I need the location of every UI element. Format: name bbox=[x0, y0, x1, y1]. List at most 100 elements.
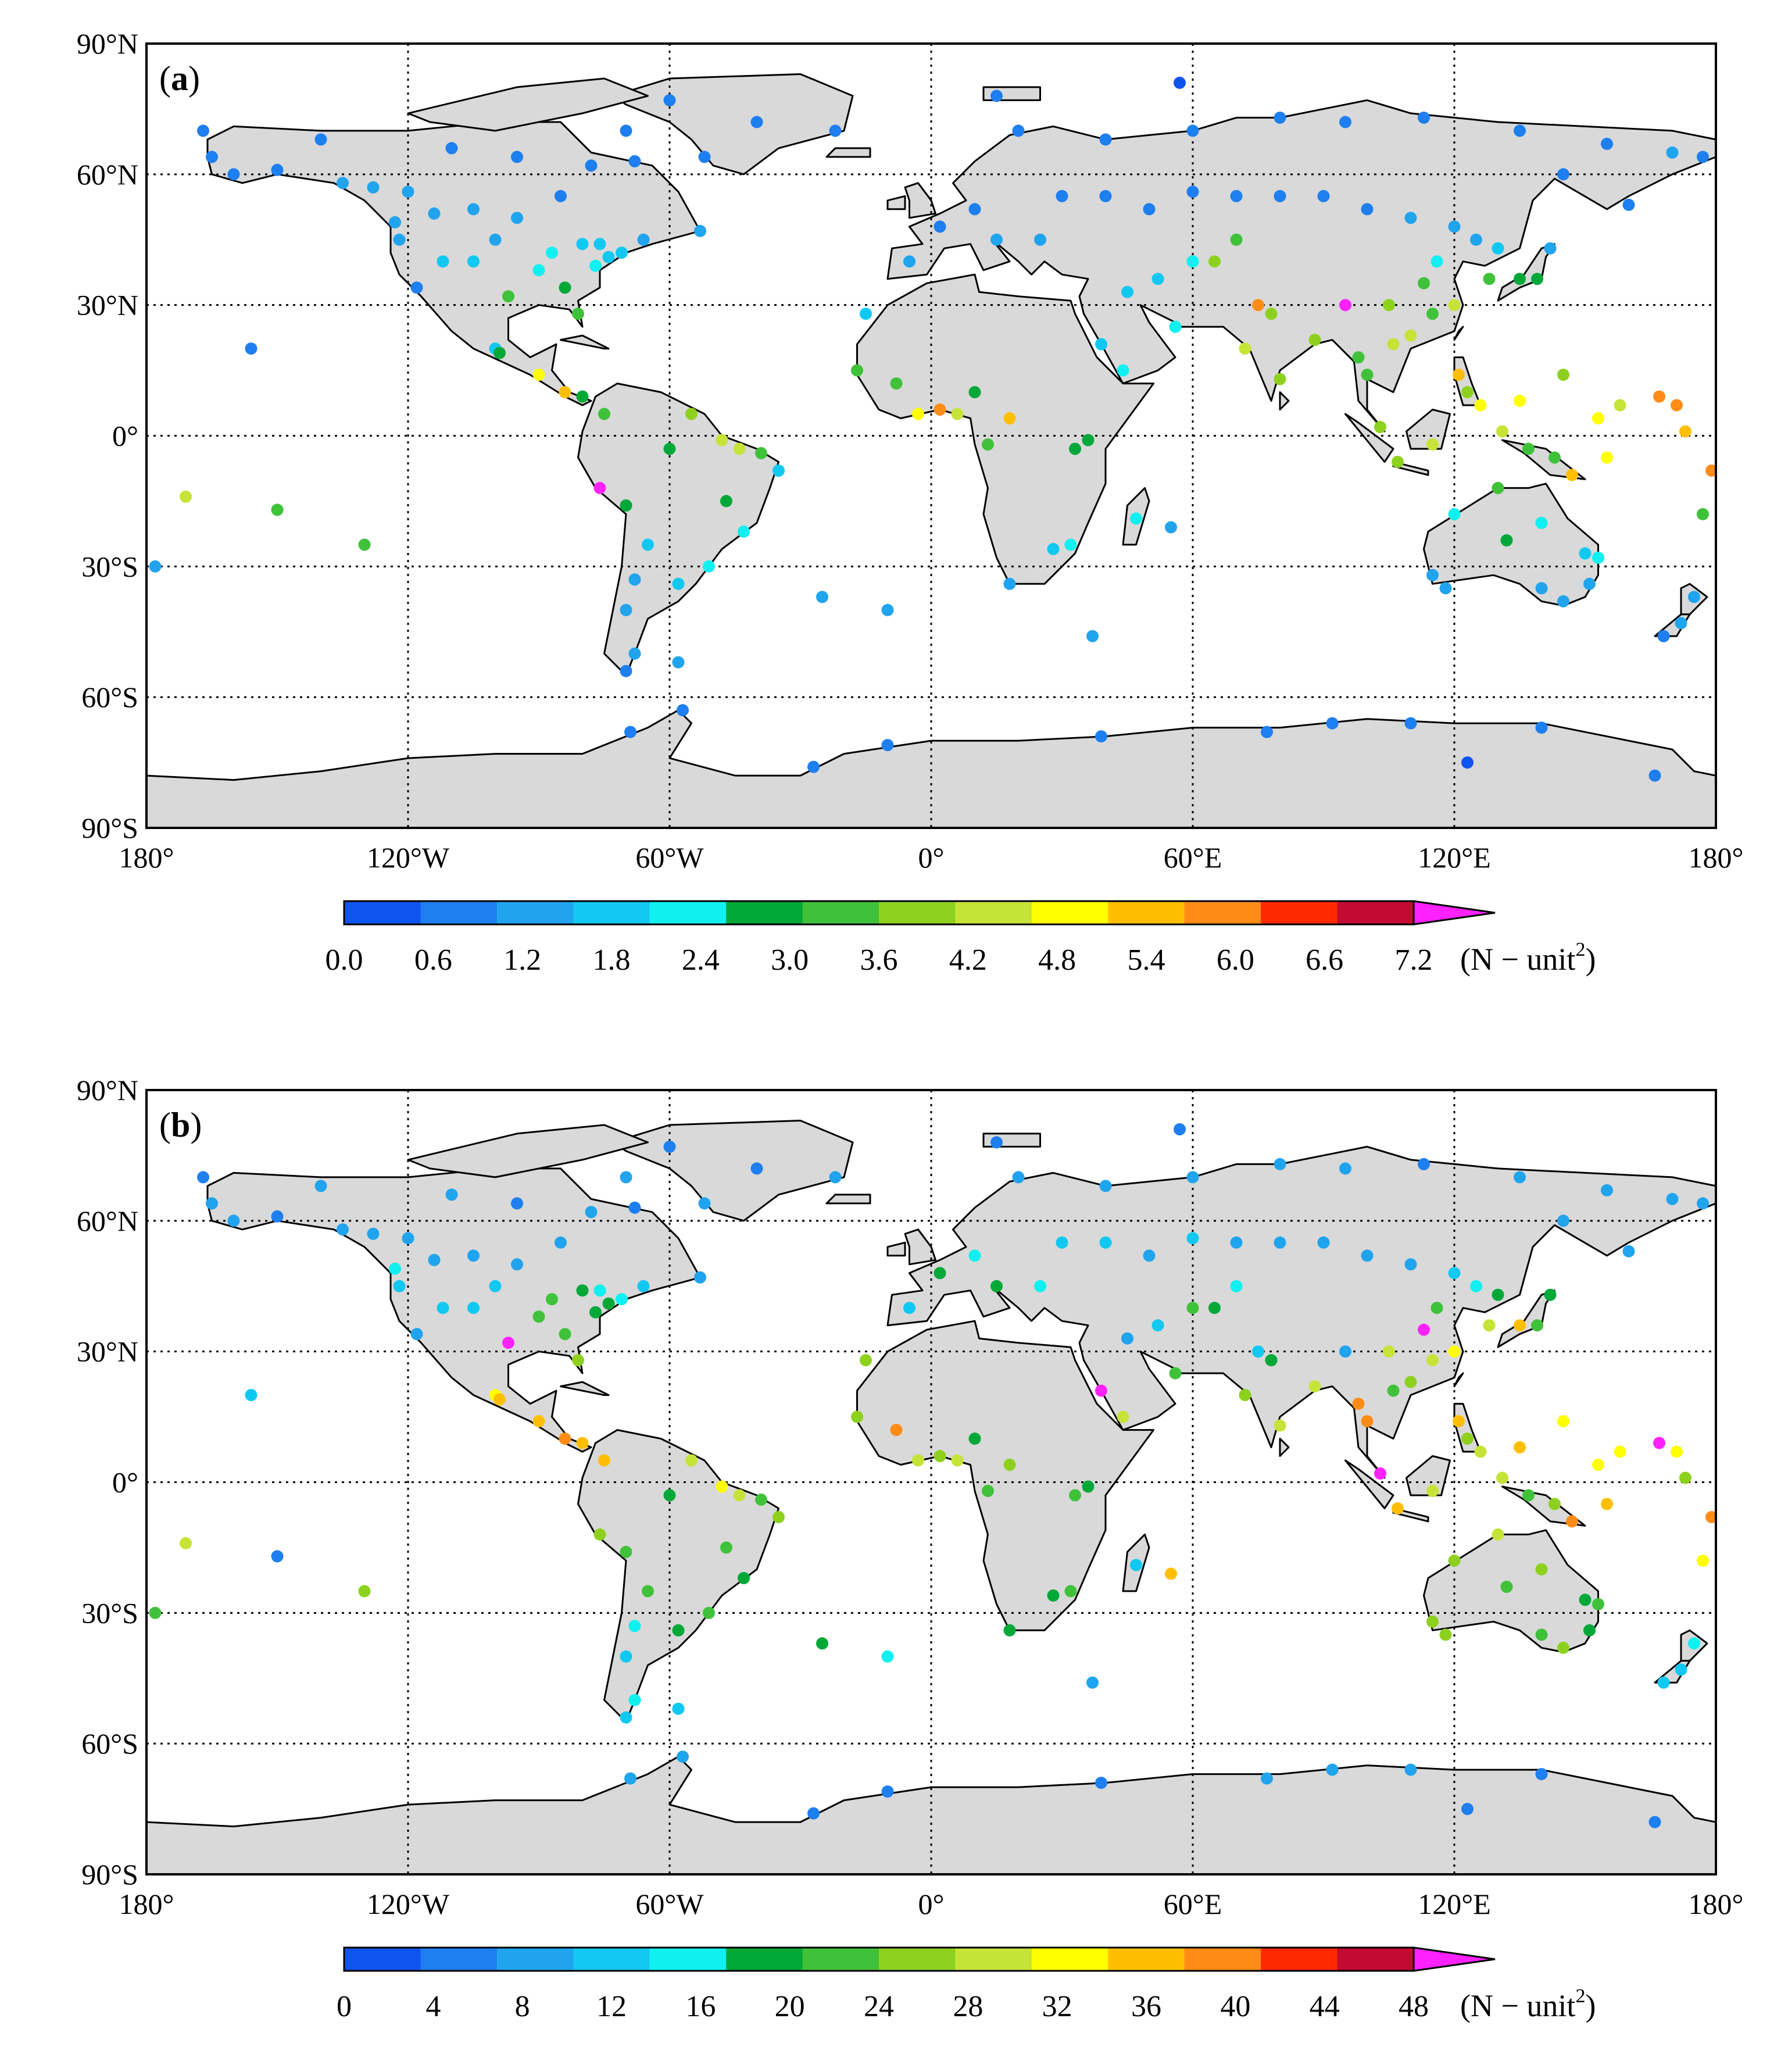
station-point bbox=[685, 1454, 698, 1467]
station-point bbox=[1657, 1676, 1670, 1689]
station-point bbox=[990, 1136, 1003, 1149]
colorbar-segment bbox=[420, 901, 498, 924]
station-point bbox=[1130, 1559, 1142, 1571]
station-point bbox=[1308, 1380, 1321, 1393]
station-point bbox=[532, 369, 545, 381]
colorbar-segment bbox=[879, 1948, 956, 1971]
station-point bbox=[1426, 1485, 1439, 1497]
station-point bbox=[559, 1432, 571, 1445]
station-point bbox=[672, 1702, 685, 1715]
station-point bbox=[624, 726, 636, 738]
station-point bbox=[881, 603, 894, 616]
station-point bbox=[982, 438, 994, 451]
lat-tick-label: 0° bbox=[112, 420, 138, 452]
colorbar-tick-label: 0.6 bbox=[414, 944, 452, 977]
station-point bbox=[502, 1337, 514, 1349]
station-point bbox=[1418, 111, 1430, 124]
station-point bbox=[1500, 534, 1513, 546]
station-point bbox=[428, 207, 441, 220]
station-point bbox=[197, 1171, 209, 1184]
station-point bbox=[773, 1511, 785, 1523]
colorbar-segment bbox=[649, 1948, 727, 1971]
station-point bbox=[1265, 308, 1278, 320]
station-point bbox=[750, 116, 763, 128]
colorbar-segment bbox=[1184, 1948, 1261, 1971]
station-point bbox=[881, 1785, 894, 1798]
station-point bbox=[968, 386, 981, 399]
station-point bbox=[881, 1650, 894, 1663]
lat-tick-label: 90°N bbox=[77, 1074, 138, 1106]
colorbar-tick-label: 4.8 bbox=[1038, 944, 1076, 977]
station-point bbox=[227, 168, 240, 181]
station-point bbox=[197, 124, 209, 137]
station-point bbox=[1492, 1528, 1504, 1541]
station-point bbox=[1705, 1511, 1716, 1523]
station-point bbox=[1151, 273, 1164, 285]
station-point bbox=[149, 1606, 162, 1619]
station-point bbox=[1592, 412, 1604, 424]
station-point bbox=[589, 1306, 602, 1319]
station-point bbox=[1130, 512, 1142, 525]
station-point bbox=[1697, 1197, 1709, 1210]
station-point bbox=[1121, 285, 1133, 298]
station-point bbox=[1274, 1236, 1286, 1249]
station-point bbox=[1522, 442, 1535, 455]
land-polygon bbox=[1497, 1289, 1555, 1348]
station-point bbox=[1274, 373, 1286, 385]
station-point bbox=[968, 203, 981, 216]
station-point bbox=[1003, 1624, 1016, 1637]
colorbar-segment bbox=[1261, 1948, 1338, 1971]
station-point bbox=[1492, 1288, 1504, 1301]
station-point bbox=[716, 434, 728, 446]
station-point bbox=[628, 647, 641, 660]
station-point bbox=[1230, 233, 1243, 246]
station-point bbox=[1492, 242, 1504, 255]
colorbar-segment bbox=[1031, 1948, 1108, 1971]
station-point bbox=[1548, 1498, 1561, 1510]
colorbar-unit-label: (N − unit2) bbox=[1460, 1985, 1596, 2023]
land-polygon bbox=[886, 1145, 1716, 1479]
colorbar-segment bbox=[496, 1948, 574, 1971]
colorbar-segment bbox=[496, 901, 574, 924]
station-point bbox=[1461, 1803, 1474, 1816]
station-point bbox=[628, 1620, 641, 1632]
colorbar-tick-label: 20 bbox=[775, 1990, 805, 2023]
station-point bbox=[1012, 1171, 1025, 1184]
station-point bbox=[1671, 1445, 1683, 1458]
station-point bbox=[1671, 399, 1683, 412]
station-point bbox=[1034, 1280, 1046, 1292]
colorbar-segment bbox=[1337, 1948, 1414, 1971]
station-point bbox=[620, 499, 632, 512]
station-point bbox=[1448, 1345, 1461, 1358]
station-point bbox=[576, 238, 589, 251]
station-point bbox=[1583, 1624, 1596, 1637]
station-point bbox=[628, 155, 641, 167]
station-point bbox=[1012, 124, 1025, 137]
station-point bbox=[1566, 469, 1578, 481]
station-point bbox=[1557, 1214, 1569, 1227]
station-point bbox=[1392, 456, 1404, 468]
station-point bbox=[1095, 730, 1107, 743]
station-point bbox=[489, 233, 502, 246]
station-point bbox=[755, 1494, 767, 1506]
colorbar-tick-label: 32 bbox=[1042, 1990, 1072, 2023]
station-point bbox=[1535, 1768, 1548, 1781]
colorbar-segment bbox=[1261, 901, 1338, 924]
station-point bbox=[1056, 1236, 1068, 1249]
station-point bbox=[1514, 273, 1526, 285]
station-point bbox=[616, 247, 628, 259]
colorbar-segment bbox=[1184, 901, 1261, 924]
colorbar-tick-label: 1.8 bbox=[593, 944, 631, 977]
station-point bbox=[532, 264, 545, 277]
station-point bbox=[1208, 255, 1221, 268]
station-point bbox=[576, 390, 589, 403]
station-point bbox=[1514, 124, 1526, 137]
land-polygon bbox=[825, 1194, 871, 1205]
station-point bbox=[1535, 1628, 1548, 1641]
station-point bbox=[1392, 1502, 1404, 1514]
station-point bbox=[637, 233, 650, 246]
land-polygon bbox=[1497, 243, 1555, 302]
station-point bbox=[1514, 395, 1526, 407]
station-point bbox=[750, 1162, 763, 1175]
station-point bbox=[1169, 320, 1182, 333]
